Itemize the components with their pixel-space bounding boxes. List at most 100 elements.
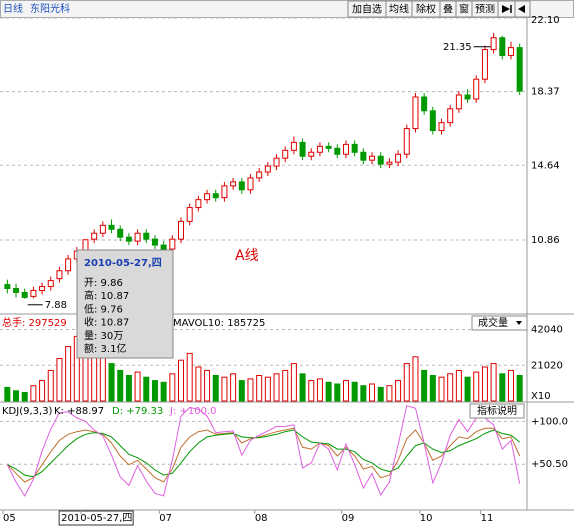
volume-title: 总手: 297529	[2, 316, 67, 329]
volume-bar	[13, 390, 20, 402]
volume-bar	[143, 376, 150, 402]
toolbar-button-label[interactable]: 均线	[389, 3, 409, 16]
candle-body	[342, 143, 349, 155]
candle-body	[151, 238, 158, 246]
candle-body	[256, 171, 263, 179]
nav-buttons[interactable]	[497, 0, 531, 18]
x-tick-label: 05	[3, 513, 16, 524]
tooltip-box	[76, 249, 174, 359]
candle-body	[447, 108, 454, 124]
candle-body	[30, 289, 37, 297]
candle-body	[299, 141, 306, 157]
candle-body	[91, 232, 98, 240]
toolbar-button-label[interactable]: 除权	[416, 3, 436, 16]
candle-body	[212, 193, 219, 199]
volume-bar	[481, 366, 488, 402]
y-tick-label: 14.64	[531, 160, 560, 171]
volume-bar	[56, 358, 63, 402]
selector[interactable]	[471, 315, 528, 331]
x-tick-label: 11	[481, 513, 494, 524]
candle-body	[499, 37, 506, 57]
candle-body	[516, 47, 523, 92]
candle-body	[186, 207, 193, 222]
toolbar-button-label[interactable]: 叠	[443, 4, 453, 16]
volume-bar	[195, 366, 202, 402]
candle-body	[13, 288, 20, 293]
candle-body	[282, 149, 289, 159]
volume-bar	[516, 375, 523, 402]
volume-bar	[256, 375, 263, 402]
volume-bar	[308, 380, 315, 402]
volume-bar	[342, 380, 349, 402]
kdj-line	[7, 429, 521, 478]
prev-icon	[518, 5, 525, 13]
kdj-line	[6, 405, 521, 497]
candle-body	[507, 47, 514, 57]
date-box	[58, 510, 134, 526]
volume-bar	[212, 375, 219, 402]
mavol-label: MAVOL10: 185725	[173, 318, 265, 329]
indicator-button-label[interactable]: 指标说明	[477, 404, 517, 417]
volume-bar	[186, 352, 193, 402]
volume-bar	[438, 376, 445, 402]
toolbar-button[interactable]	[471, 0, 499, 18]
volume-bar	[464, 376, 471, 402]
volume-bar	[151, 380, 158, 402]
toolbar-button-label[interactable]: 窗	[459, 3, 469, 16]
volume-bar	[125, 375, 132, 402]
volume-bar	[421, 369, 428, 402]
candle-body	[351, 143, 358, 153]
legend-entry: D: +79.33	[112, 406, 163, 417]
candle-body	[412, 96, 419, 130]
candle-body	[39, 286, 46, 291]
volume-bar	[447, 373, 454, 402]
volume-bar	[351, 381, 358, 402]
tooltip-row: 高: 10.87	[84, 289, 129, 302]
candle-body	[160, 244, 167, 250]
volume-bar	[386, 385, 393, 402]
toolbar-button-label[interactable]: 预测	[475, 3, 495, 16]
stock-name[interactable]: 东阳光科	[30, 2, 70, 15]
next-icon	[502, 5, 510, 13]
legend-entry: K: +88.97	[54, 406, 104, 417]
x-tick-label: 07	[159, 513, 172, 524]
candle-body	[117, 228, 124, 238]
volume-bar	[178, 359, 185, 402]
volume-bar	[369, 383, 376, 402]
tooltip-row: 收: 10.87	[84, 316, 129, 329]
candle-body	[421, 96, 428, 112]
volume-bar	[412, 356, 419, 402]
tooltip: 2010-05-27,四开: 9.86高: 10.87低: 9.76收: 10.…	[76, 249, 174, 359]
y-tick-label: +100.0	[531, 416, 568, 427]
candle-body	[169, 238, 176, 250]
candle-body	[195, 199, 202, 209]
candle-body	[221, 185, 228, 199]
candle-body	[369, 155, 376, 161]
candle-body	[455, 94, 462, 110]
volume-bar	[499, 373, 506, 402]
volume-bar	[47, 369, 54, 402]
candle-body	[438, 122, 445, 132]
selector-arrow[interactable]	[516, 321, 522, 325]
candle-body	[47, 280, 54, 288]
toolbar-button-label[interactable]: 加自选	[352, 3, 382, 16]
volume-bar	[160, 381, 167, 402]
volume-bar	[238, 380, 245, 402]
candle-body	[230, 181, 237, 187]
candle-body	[204, 193, 211, 201]
indicator-button[interactable]	[469, 403, 525, 419]
period-label[interactable]: 日线	[3, 2, 23, 15]
volume-bar	[204, 369, 211, 402]
volume-bar	[325, 381, 332, 402]
tooltip-row: 量: 30万	[84, 330, 123, 342]
candle-body	[464, 94, 471, 100]
volume-bar	[264, 376, 271, 402]
y-tick-label: +50.50	[531, 459, 568, 470]
y-tick-label: 18.37	[531, 87, 560, 98]
candle-body	[65, 258, 72, 272]
y-tick-label: 22.10	[531, 15, 560, 26]
x-tick-label: 2010-05-27,四	[61, 513, 132, 524]
candle-body	[264, 165, 271, 173]
volume-bar	[334, 383, 341, 402]
selector-label[interactable]: 成交量	[478, 316, 508, 329]
